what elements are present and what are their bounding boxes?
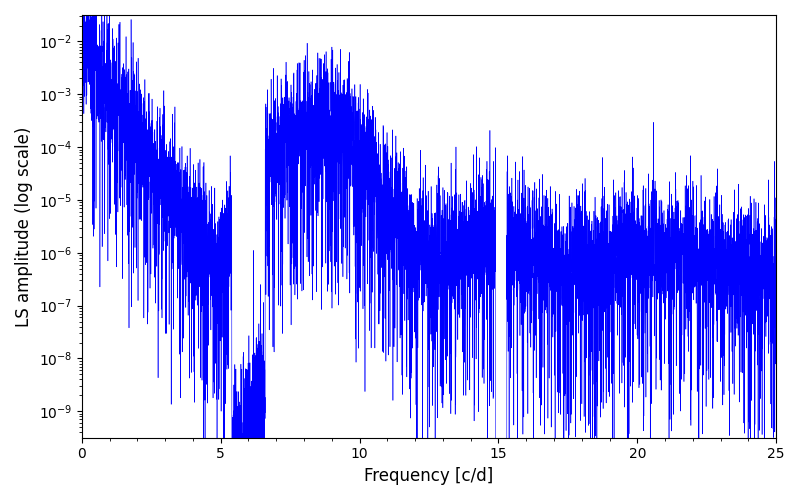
X-axis label: Frequency [c/d]: Frequency [c/d]: [364, 467, 494, 485]
Y-axis label: LS amplitude (log scale): LS amplitude (log scale): [15, 126, 33, 326]
